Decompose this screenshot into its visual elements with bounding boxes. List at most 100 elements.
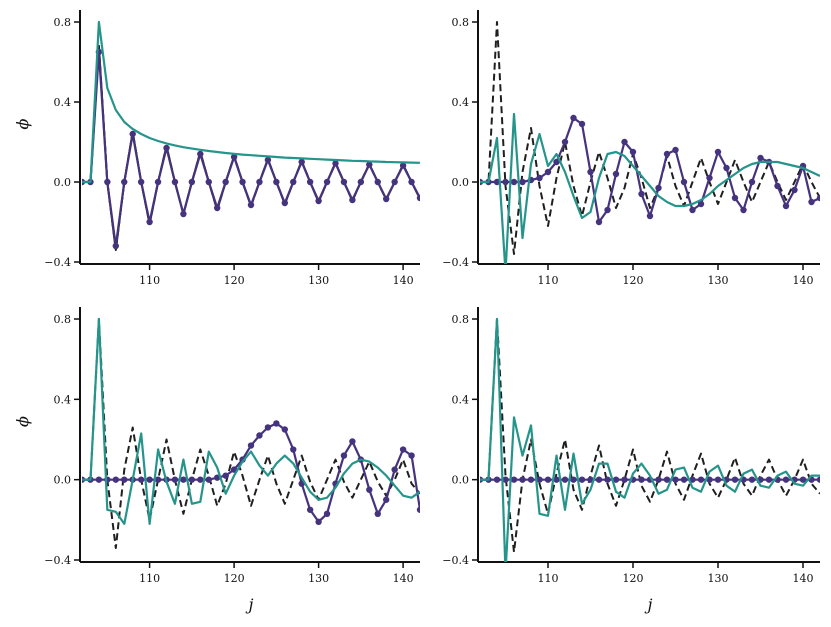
data-point bbox=[697, 200, 705, 208]
data-point bbox=[197, 150, 204, 158]
series-line-teal-solid bbox=[82, 20, 420, 184]
data-point bbox=[791, 186, 798, 194]
data-point bbox=[366, 486, 373, 493]
data-point bbox=[163, 144, 170, 152]
x-tick-label: 110 bbox=[538, 572, 559, 585]
data-point bbox=[638, 190, 645, 198]
series-line-black-dashed bbox=[82, 318, 420, 549]
data-point bbox=[799, 476, 807, 483]
data-point bbox=[146, 218, 153, 226]
data-point bbox=[408, 178, 415, 186]
data-point bbox=[129, 130, 136, 138]
data-point bbox=[629, 148, 637, 156]
x-axis-label: j bbox=[246, 595, 254, 614]
data-point bbox=[553, 476, 560, 483]
y-tick-label: 0.4 bbox=[54, 96, 72, 109]
data-point bbox=[121, 178, 128, 186]
y-tick-label: 0.0 bbox=[54, 176, 72, 189]
data-point bbox=[774, 182, 781, 190]
data-point bbox=[731, 476, 739, 483]
data-point bbox=[621, 476, 628, 483]
data-point bbox=[154, 476, 162, 483]
data-point bbox=[273, 420, 280, 427]
data-point bbox=[765, 476, 773, 483]
data-point bbox=[154, 178, 162, 186]
data-point bbox=[536, 174, 543, 182]
data-point bbox=[399, 446, 407, 453]
data-point bbox=[281, 199, 288, 207]
plot-area bbox=[480, 21, 820, 264]
data-point bbox=[273, 178, 280, 186]
data-point bbox=[332, 160, 339, 167]
series-line-teal-solid bbox=[480, 112, 820, 264]
data-point bbox=[349, 438, 356, 445]
y-tick-label: 0.8 bbox=[452, 313, 470, 326]
data-point bbox=[188, 178, 196, 186]
data-point bbox=[230, 153, 238, 161]
data-point bbox=[171, 178, 179, 186]
y-tick-label: 0.8 bbox=[54, 313, 72, 326]
series-line-black-solid bbox=[82, 45, 420, 251]
y-tick-label: −0.4 bbox=[442, 554, 469, 567]
data-point bbox=[374, 178, 381, 186]
data-point bbox=[146, 476, 153, 483]
data-point bbox=[95, 476, 103, 483]
y-axis-label: ϕ bbox=[13, 118, 32, 129]
data-point bbox=[349, 196, 356, 204]
data-point bbox=[646, 212, 654, 220]
data-point bbox=[214, 204, 221, 212]
data-point bbox=[104, 178, 111, 186]
data-point bbox=[519, 476, 526, 483]
data-point bbox=[604, 476, 611, 483]
data-point bbox=[399, 162, 407, 169]
y-tick-label: 0.0 bbox=[452, 176, 470, 189]
series-line-black-dashed bbox=[480, 21, 820, 255]
data-point bbox=[527, 476, 535, 483]
data-point bbox=[112, 242, 120, 250]
data-point bbox=[510, 178, 518, 186]
data-point bbox=[306, 178, 314, 186]
data-point bbox=[374, 510, 381, 518]
data-point bbox=[357, 178, 365, 186]
data-point bbox=[281, 426, 288, 433]
data-point bbox=[306, 506, 314, 513]
x-tick-label: 130 bbox=[708, 572, 729, 585]
data-point bbox=[391, 466, 398, 473]
data-point bbox=[391, 178, 398, 186]
data-point bbox=[205, 178, 212, 186]
data-point bbox=[408, 452, 415, 459]
plot-area bbox=[82, 20, 420, 251]
x-tick-label: 140 bbox=[793, 274, 814, 287]
data-point bbox=[578, 476, 586, 483]
data-point bbox=[655, 184, 662, 192]
data-point bbox=[137, 178, 145, 186]
x-tick-label: 140 bbox=[393, 572, 414, 585]
panel-bottom-left: 110 120 130 140 −0.4 0.0 0.4 0.8 ϕ j bbox=[13, 307, 420, 614]
data-point bbox=[757, 154, 764, 162]
data-point bbox=[782, 202, 790, 210]
data-point bbox=[553, 158, 560, 166]
x-tick-label: 140 bbox=[393, 274, 414, 287]
data-point bbox=[748, 476, 756, 483]
data-point bbox=[340, 178, 348, 186]
data-point bbox=[561, 138, 569, 146]
data-point bbox=[621, 138, 628, 146]
panel-top-left: 110 120 130 140 −0.4 0.0 0.4 0.8 ϕ bbox=[13, 10, 420, 287]
data-point bbox=[663, 476, 671, 483]
data-point bbox=[536, 476, 543, 483]
data-point bbox=[247, 442, 255, 449]
x-tick-label: 120 bbox=[623, 572, 644, 585]
data-point bbox=[544, 168, 552, 176]
plot-area bbox=[82, 317, 420, 549]
y-tick-label: 0.0 bbox=[54, 474, 72, 487]
data-point bbox=[298, 158, 305, 166]
data-point bbox=[570, 476, 577, 483]
data-point bbox=[502, 476, 509, 483]
series-line-black-dashed bbox=[82, 45, 420, 251]
series-line-black-dashed bbox=[480, 318, 820, 553]
data-point bbox=[663, 150, 671, 158]
data-point bbox=[340, 452, 348, 459]
series-line-purple-solid bbox=[82, 50, 420, 248]
plot-area bbox=[480, 317, 820, 562]
data-point bbox=[723, 164, 730, 172]
